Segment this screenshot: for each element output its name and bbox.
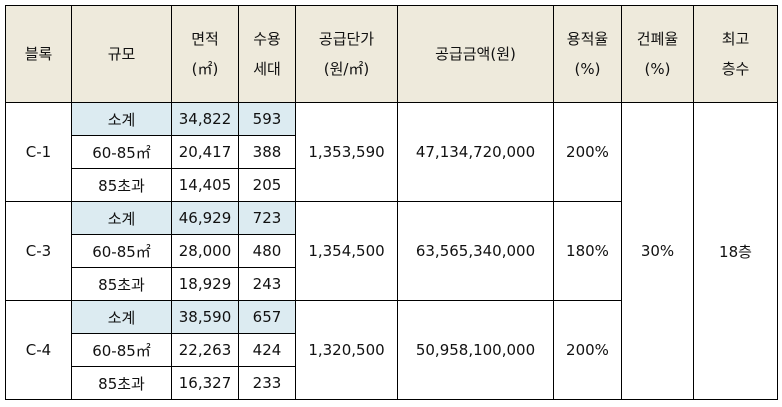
header-block: 블록 [5,5,72,103]
header-far: 용적율 (%) [553,5,622,103]
scale-cell: 60-85㎡ [71,135,172,169]
header-bcr: 건폐율 (%) [621,5,694,103]
scale-cell: 소계 [71,300,172,334]
header-scale: 규모 [71,5,172,103]
supply-amount-cell: 50,958,100,000 [397,300,554,400]
households-cell: 243 [238,267,296,301]
land-supply-table: 블록 규모 면적 (㎡) 수용 세대 공급단가 (원/㎡) 공급금액(원) 용적… [5,5,778,400]
unit-price-cell: 1,354,500 [295,201,398,301]
scale-cell: 소계 [71,201,172,235]
table-row: 60-85㎡ 28,000 480 [6,234,778,268]
scale-cell: 60-85㎡ [71,333,172,367]
households-cell: 205 [238,168,296,202]
households-cell: 723 [238,201,296,235]
header-households: 수용 세대 [238,5,296,103]
supply-amount-cell: 47,134,720,000 [397,102,554,202]
block-name: C-4 [5,300,72,400]
table-row: 60-85㎡ 20,417 388 [6,135,778,169]
households-cell: 388 [238,135,296,169]
header-supply-amount: 공급금액(원) [397,5,554,103]
block-name: C-3 [5,201,72,301]
header-area: 면적 (㎡) [171,5,239,103]
max-floors-cell: 18층 [693,102,778,400]
area-cell: 46,929 [171,201,239,235]
far-cell: 180% [553,201,622,301]
table-row: 85초과 16,327 233 [6,366,778,400]
far-cell: 200% [553,102,622,202]
scale-cell: 60-85㎡ [71,234,172,268]
unit-price-cell: 1,353,590 [295,102,398,202]
scale-cell: 85초과 [71,267,172,301]
table-row: 85초과 18,929 243 [6,267,778,301]
area-cell: 14,405 [171,168,239,202]
area-cell: 34,822 [171,102,239,136]
households-cell: 657 [238,300,296,334]
bcr-cell: 30% [621,102,694,400]
scale-cell: 소계 [71,102,172,136]
households-cell: 593 [238,102,296,136]
supply-amount-cell: 63,565,340,000 [397,201,554,301]
area-cell: 38,590 [171,300,239,334]
scale-cell: 85초과 [71,366,172,400]
households-cell: 233 [238,366,296,400]
unit-price-cell: 1,320,500 [295,300,398,400]
header-unit-price: 공급단가 (원/㎡) [295,5,398,103]
households-cell: 480 [238,234,296,268]
header-row: 블록 규모 면적 (㎡) 수용 세대 공급단가 (원/㎡) 공급금액(원) 용적… [5,5,778,103]
households-cell: 424 [238,333,296,367]
area-cell: 16,327 [171,366,239,400]
area-cell: 20,417 [171,135,239,169]
table-row: 60-85㎡ 22,263 424 [6,333,778,367]
area-cell: 18,929 [171,267,239,301]
area-cell: 28,000 [171,234,239,268]
block-name: C-1 [5,102,72,202]
table-row: C-1 소계 34,822 593 1,353,590 47,134,720,0… [5,102,778,400]
scale-cell: 85초과 [71,168,172,202]
far-cell: 200% [553,300,622,400]
header-max-floors: 최고 층수 [693,5,778,103]
table-row: 85초과 14,405 205 [6,168,778,202]
table-row: C-3 소계 46,929 723 1,354,500 63,565,340,0… [5,201,778,301]
area-cell: 22,263 [171,333,239,367]
table-row: C-4 소계 38,590 657 1,320,500 50,958,100,0… [5,300,778,400]
